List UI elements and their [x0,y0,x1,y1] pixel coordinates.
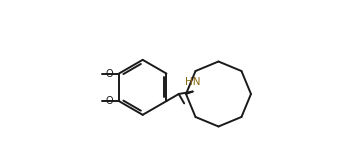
Text: O: O [105,69,113,79]
Text: HN: HN [185,77,200,87]
Text: O: O [105,96,113,106]
